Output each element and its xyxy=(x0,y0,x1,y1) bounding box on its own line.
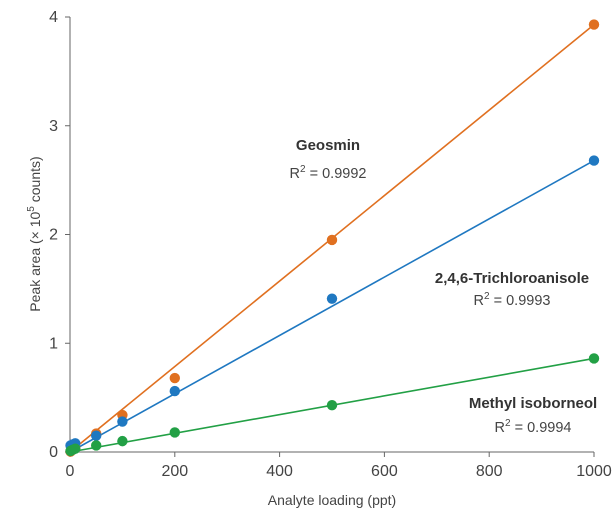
data-point-methyl-isoborneol xyxy=(117,435,128,447)
x-ticks: 0 200 400 600 800 1000 xyxy=(66,452,612,480)
data-point-2-4-6-trichloroanisole xyxy=(91,430,102,441)
annotation-methyl-isoborneol-r2: R2 = 0.9994 xyxy=(495,418,572,436)
y-tick-label: 2 xyxy=(49,227,58,244)
data-point-2-4-6-trichloroanisole xyxy=(117,416,128,427)
annotation-methyl-isoborneol-name: Methyl isoborneol xyxy=(469,395,597,412)
data-point-methyl-isoborneol xyxy=(70,443,81,454)
annotation-geosmin-name: Geosmin xyxy=(296,137,360,154)
y-ticks: 0 1 2 3 4 xyxy=(49,9,70,461)
annotation-methyl-isoborneol: Methyl isoborneol R2 = 0.9994 xyxy=(469,395,597,436)
fit-line-2-4-6-trichloroanisole xyxy=(69,159,595,453)
x-tick-label: 0 xyxy=(66,463,75,480)
annotation-geosmin-r2: R2 = 0.9992 xyxy=(290,164,367,182)
data-point-methyl-isoborneol xyxy=(588,353,600,364)
x-tick-label: 800 xyxy=(476,463,503,480)
data-point-geosmin xyxy=(326,234,338,246)
annotation-trichloroanisole-name: 2,4,6-Trichloroanisole xyxy=(435,270,589,287)
y-axis-label: Peak area (× 105 counts) xyxy=(26,156,43,311)
y-axis-label-prefix: Peak area (× 10 xyxy=(27,211,43,311)
data-point-2-4-6-trichloroanisole xyxy=(169,385,180,397)
data-point-2-4-6-trichloroanisole xyxy=(326,293,338,304)
annotation-trichloroanisole-r2: R2 = 0.9993 xyxy=(474,291,551,309)
x-tick-label: 600 xyxy=(371,463,398,480)
y-tick-label: 0 xyxy=(49,444,58,461)
data-points xyxy=(65,19,600,457)
y-axis-label-exponent: 5 xyxy=(26,206,37,212)
x-tick-label: 200 xyxy=(161,463,188,480)
x-tick-label: 1000 xyxy=(576,463,612,480)
data-point-geosmin xyxy=(588,19,600,30)
axes xyxy=(69,17,594,453)
y-tick-label: 4 xyxy=(49,9,58,26)
data-point-methyl-isoborneol xyxy=(326,400,338,411)
annotation-trichloroanisole: 2,4,6-Trichloroanisole R2 = 0.9993 xyxy=(435,270,589,309)
data-point-2-4-6-trichloroanisole xyxy=(588,155,600,166)
data-point-methyl-isoborneol xyxy=(91,440,102,451)
y-axis-label-suffix: counts) xyxy=(27,156,43,206)
x-tick-label: 400 xyxy=(266,463,293,480)
y-tick-label: 1 xyxy=(49,335,58,352)
y-tick-label: 3 xyxy=(49,118,58,135)
data-point-geosmin xyxy=(169,372,180,384)
x-axis-label: Analyte loading (ppt) xyxy=(268,492,396,508)
data-point-methyl-isoborneol xyxy=(169,427,180,438)
annotation-geosmin: Geosmin R2 = 0.9992 xyxy=(290,137,367,182)
